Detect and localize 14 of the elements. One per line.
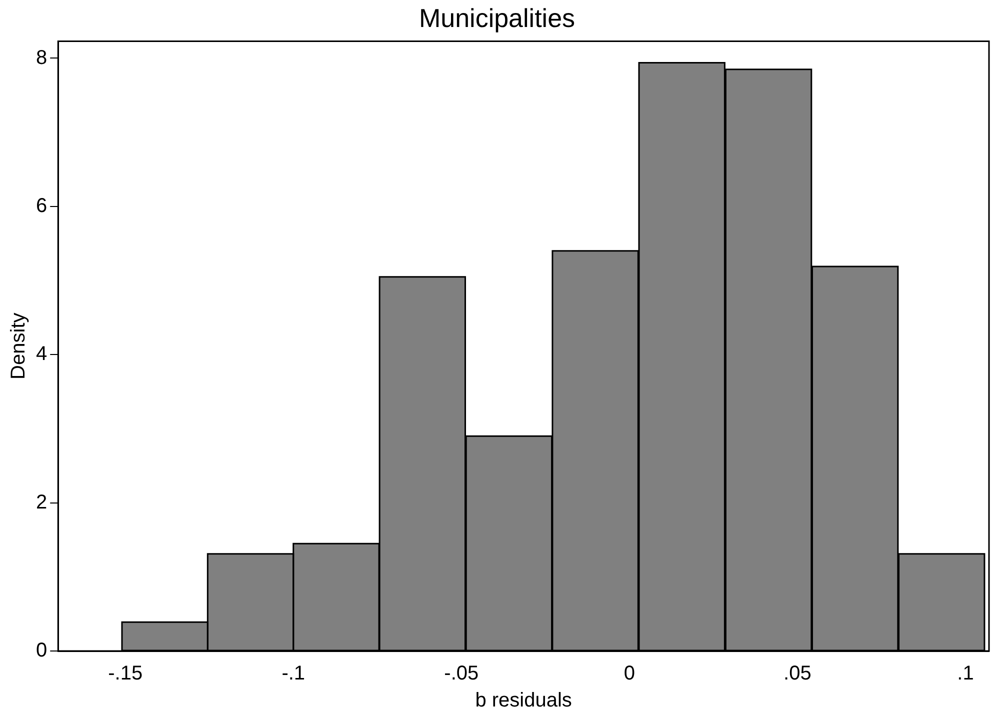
x-axis-title: b residuals <box>475 690 572 712</box>
y-tick-label: 8 <box>36 46 48 69</box>
x-tick-label: -.1 <box>282 662 306 685</box>
x-tick-label: -.15 <box>108 662 143 685</box>
y-axis-title: Density <box>8 312 30 380</box>
x-tick-label: .1 <box>957 662 974 685</box>
y-tick-label: 4 <box>36 343 48 366</box>
x-tick-label: -.05 <box>444 662 479 685</box>
y-tick-label: 6 <box>36 194 48 217</box>
y-tick-label: 0 <box>36 640 48 662</box>
chart-title: Municipalities <box>418 2 576 33</box>
x-tick-label: 0 <box>624 662 635 685</box>
x-tick-label: .05 <box>784 662 812 685</box>
y-tick-label: 2 <box>36 491 48 514</box>
